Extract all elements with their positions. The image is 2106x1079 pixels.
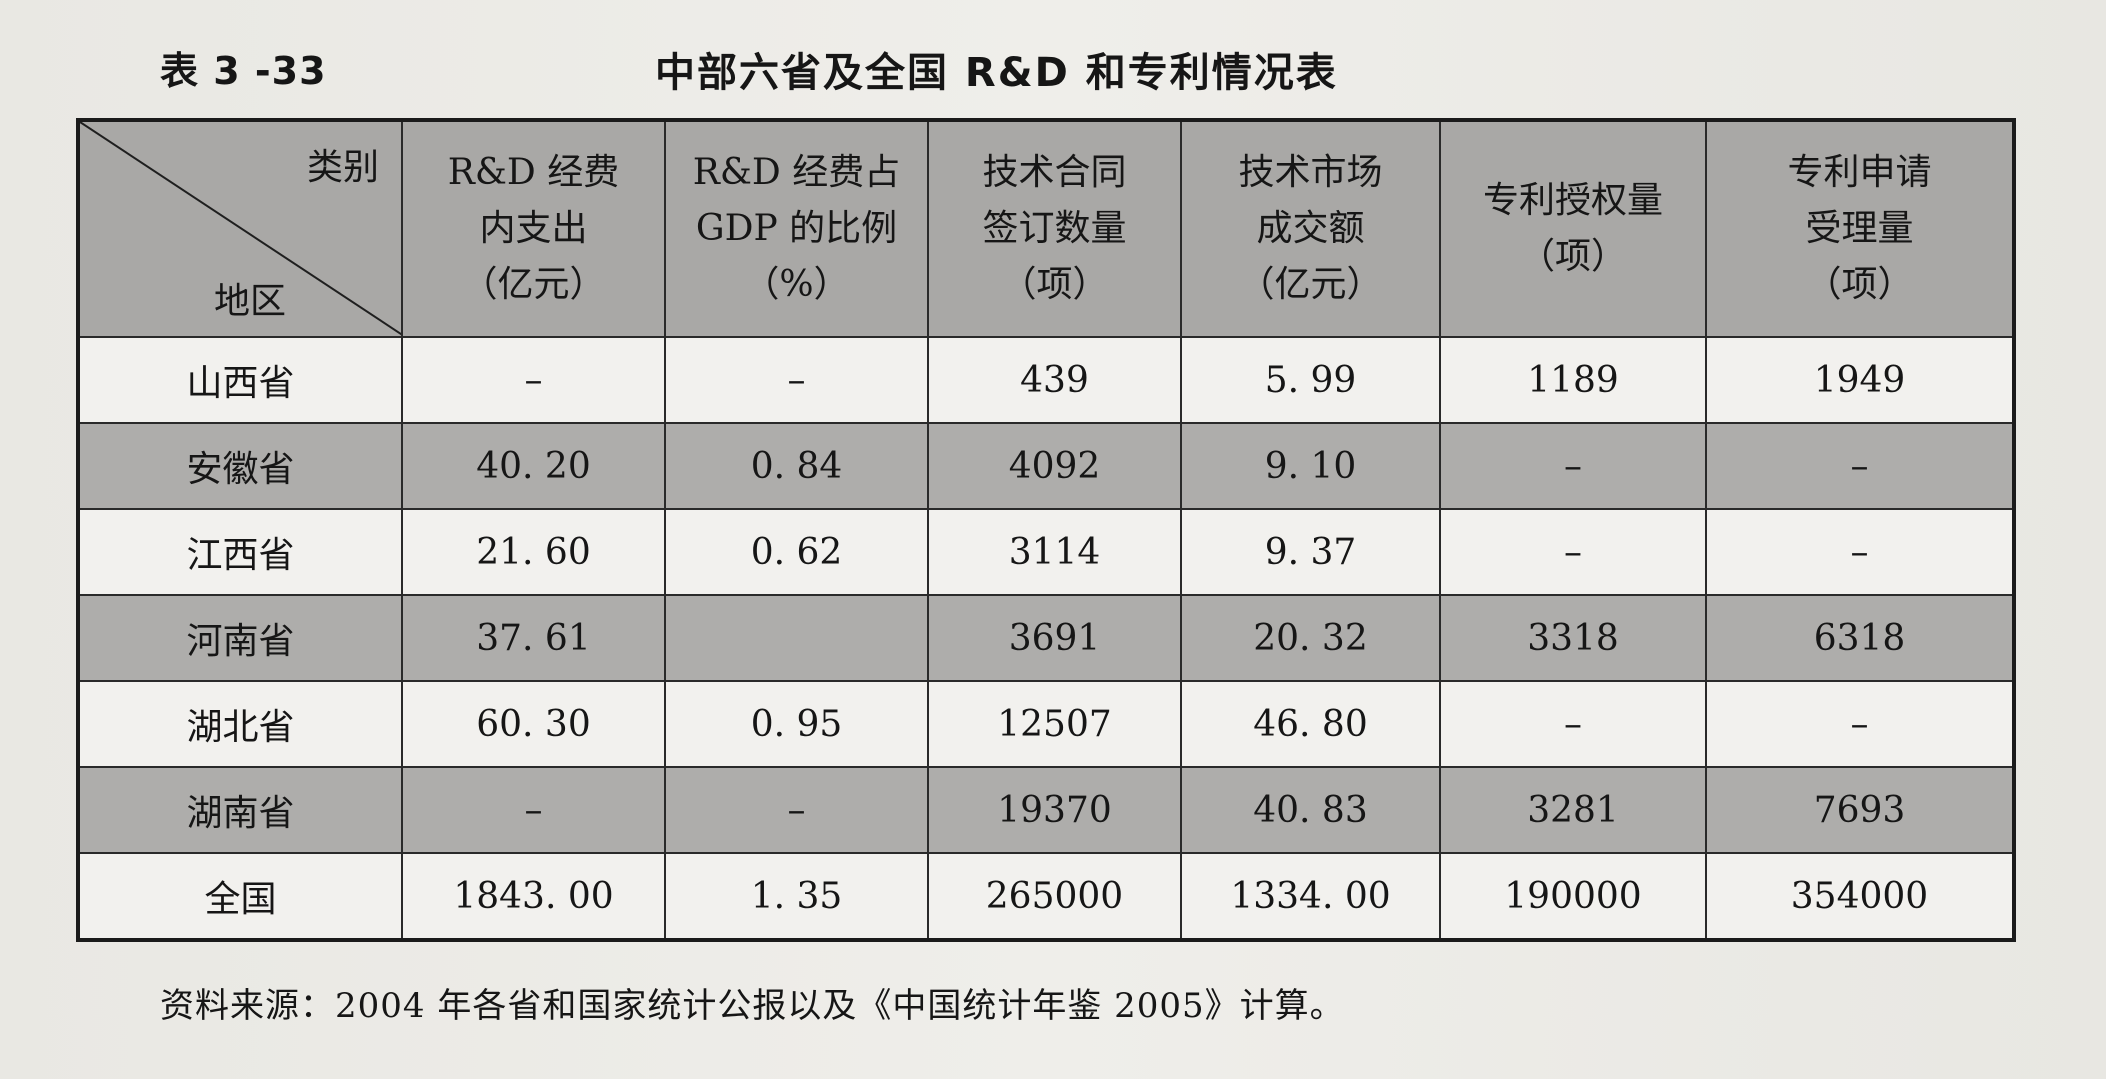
table-row: 河南省 37. 61 3691 20. 32 3318 6318 <box>77 594 2015 682</box>
table-cell: 190000 <box>1439 852 1707 941</box>
table-cell: 1189 <box>1439 336 1707 424</box>
table-cell: 19370 <box>927 766 1182 854</box>
table-row: 全国 1843. 00 1. 35 265000 1334. 00 190000… <box>77 852 2015 941</box>
column-header: 技术合同 签订数量 （项） <box>927 119 1182 338</box>
corner-header-cell: 类别 地区 <box>77 119 403 338</box>
table-cell: 1. 35 <box>664 852 929 941</box>
region-label: 地区 <box>214 281 287 322</box>
table-cell: 21. 60 <box>401 508 666 596</box>
table-cell: 3114 <box>927 508 1182 596</box>
table-cell: 9. 37 <box>1180 508 1441 596</box>
table-row: 山西省 – – 439 5. 99 1189 1949 <box>77 336 2015 424</box>
data-table: 类别 地区 R&D 经费 内支出 （亿元） R&D 经费占 GDP 的比例 （%… <box>76 118 2016 942</box>
column-header: R&D 经费占 GDP 的比例 （%） <box>664 119 929 338</box>
table-cell <box>664 594 929 682</box>
table-cell: – <box>401 766 666 854</box>
table-cell: – <box>1705 422 2015 510</box>
region-cell: 河南省 <box>77 594 403 682</box>
table-row: 湖南省 – – 19370 40. 83 3281 7693 <box>77 766 2015 854</box>
region-cell: 山西省 <box>77 336 403 424</box>
table-cell: – <box>401 336 666 424</box>
table-cell: 40. 83 <box>1180 766 1441 854</box>
table-cell: 9. 10 <box>1180 422 1441 510</box>
table-cell: 6318 <box>1705 594 2015 682</box>
source-footnote: 资料来源：2004 年各省和国家统计公报以及《中国统计年鉴 2005》计算。 <box>160 986 1345 1026</box>
table-cell: 0. 95 <box>664 680 929 768</box>
table-cell: – <box>1439 680 1707 768</box>
table-cell: 12507 <box>927 680 1182 768</box>
table-cell: 3318 <box>1439 594 1707 682</box>
column-header: 专利授权量 （项） <box>1439 119 1707 338</box>
table-cell: – <box>1705 680 2015 768</box>
table-cell: 265000 <box>927 852 1182 941</box>
table-cell: – <box>1439 422 1707 510</box>
region-cell: 安徽省 <box>77 422 403 510</box>
table-cell: 354000 <box>1705 852 2015 941</box>
table-cell: 0. 84 <box>664 422 929 510</box>
region-cell: 湖南省 <box>77 766 403 854</box>
table-cell: 46. 80 <box>1180 680 1441 768</box>
table-cell: 60. 30 <box>401 680 666 768</box>
column-header: 专利申请 受理量 （项） <box>1705 119 2015 338</box>
table-cell: – <box>1705 508 2015 596</box>
table-cell: 439 <box>927 336 1182 424</box>
table-label: 表 3 -33 <box>160 49 327 93</box>
table-cell: 20. 32 <box>1180 594 1441 682</box>
table-cell: 3691 <box>927 594 1182 682</box>
column-header: 技术市场 成交额 （亿元） <box>1180 119 1441 338</box>
table-cell: 40. 20 <box>401 422 666 510</box>
table-cell: 1334. 00 <box>1180 852 1441 941</box>
region-cell: 全国 <box>77 852 403 941</box>
table-cell: 3281 <box>1439 766 1707 854</box>
category-label: 类别 <box>306 147 379 188</box>
table-cell: 0. 62 <box>664 508 929 596</box>
header-row: 类别 地区 R&D 经费 内支出 （亿元） R&D 经费占 GDP 的比例 （%… <box>77 119 2015 338</box>
column-header: R&D 经费 内支出 （亿元） <box>401 119 666 338</box>
region-cell: 湖北省 <box>77 680 403 768</box>
table-cell: 1949 <box>1705 336 2015 424</box>
table-row: 湖北省 60. 30 0. 95 12507 46. 80 – – <box>77 680 2015 768</box>
table-cell: – <box>664 766 929 854</box>
table-cell: 7693 <box>1705 766 2015 854</box>
table-row: 安徽省 40. 20 0. 84 4092 9. 10 – – <box>77 422 2015 510</box>
table-row: 江西省 21. 60 0. 62 3114 9. 37 – – <box>77 508 2015 596</box>
table-title: 中部六省及全国 R&D 和专利情况表 <box>655 50 1338 96</box>
diagonal-divider <box>80 122 400 335</box>
table-cell: – <box>664 336 929 424</box>
table-cell: 37. 61 <box>401 594 666 682</box>
table-cell: 1843. 00 <box>401 852 666 941</box>
table-cell: – <box>1439 508 1707 596</box>
table-cell: 5. 99 <box>1180 336 1441 424</box>
table-cell: 4092 <box>927 422 1182 510</box>
region-cell: 江西省 <box>77 508 403 596</box>
